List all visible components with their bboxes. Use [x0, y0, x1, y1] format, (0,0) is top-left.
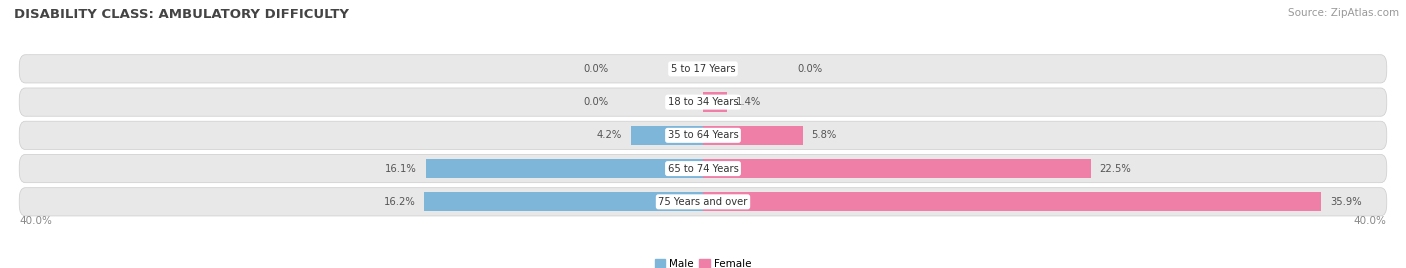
Text: 4.2%: 4.2%	[596, 130, 621, 140]
Text: DISABILITY CLASS: AMBULATORY DIFFICULTY: DISABILITY CLASS: AMBULATORY DIFFICULTY	[14, 8, 349, 21]
FancyBboxPatch shape	[20, 121, 1386, 150]
Text: 75 Years and over: 75 Years and over	[658, 197, 748, 207]
Text: 35 to 64 Years: 35 to 64 Years	[668, 130, 738, 140]
Text: 5.8%: 5.8%	[811, 130, 837, 140]
Bar	[425, 192, 703, 211]
Text: 0.0%: 0.0%	[797, 64, 823, 74]
Text: 65 to 74 Years: 65 to 74 Years	[668, 163, 738, 174]
Text: 16.2%: 16.2%	[384, 197, 415, 207]
Text: 16.1%: 16.1%	[385, 163, 418, 174]
Text: 35.9%: 35.9%	[1330, 197, 1361, 207]
Bar	[703, 126, 803, 145]
Text: 0.0%: 0.0%	[583, 64, 609, 74]
Legend: Male, Female: Male, Female	[655, 259, 751, 268]
FancyBboxPatch shape	[20, 188, 1386, 216]
Bar	[703, 92, 727, 112]
Bar	[631, 126, 703, 145]
Text: 40.0%: 40.0%	[1354, 216, 1386, 226]
Text: 1.4%: 1.4%	[735, 97, 761, 107]
Text: 18 to 34 Years: 18 to 34 Years	[668, 97, 738, 107]
Text: 40.0%: 40.0%	[20, 216, 52, 226]
Text: 22.5%: 22.5%	[1099, 163, 1130, 174]
FancyBboxPatch shape	[20, 88, 1386, 116]
Text: 0.0%: 0.0%	[583, 97, 609, 107]
Bar	[703, 192, 1322, 211]
Bar	[703, 159, 1091, 178]
FancyBboxPatch shape	[20, 154, 1386, 183]
Text: 5 to 17 Years: 5 to 17 Years	[671, 64, 735, 74]
Text: Source: ZipAtlas.com: Source: ZipAtlas.com	[1288, 8, 1399, 18]
FancyBboxPatch shape	[20, 55, 1386, 83]
Bar	[426, 159, 703, 178]
